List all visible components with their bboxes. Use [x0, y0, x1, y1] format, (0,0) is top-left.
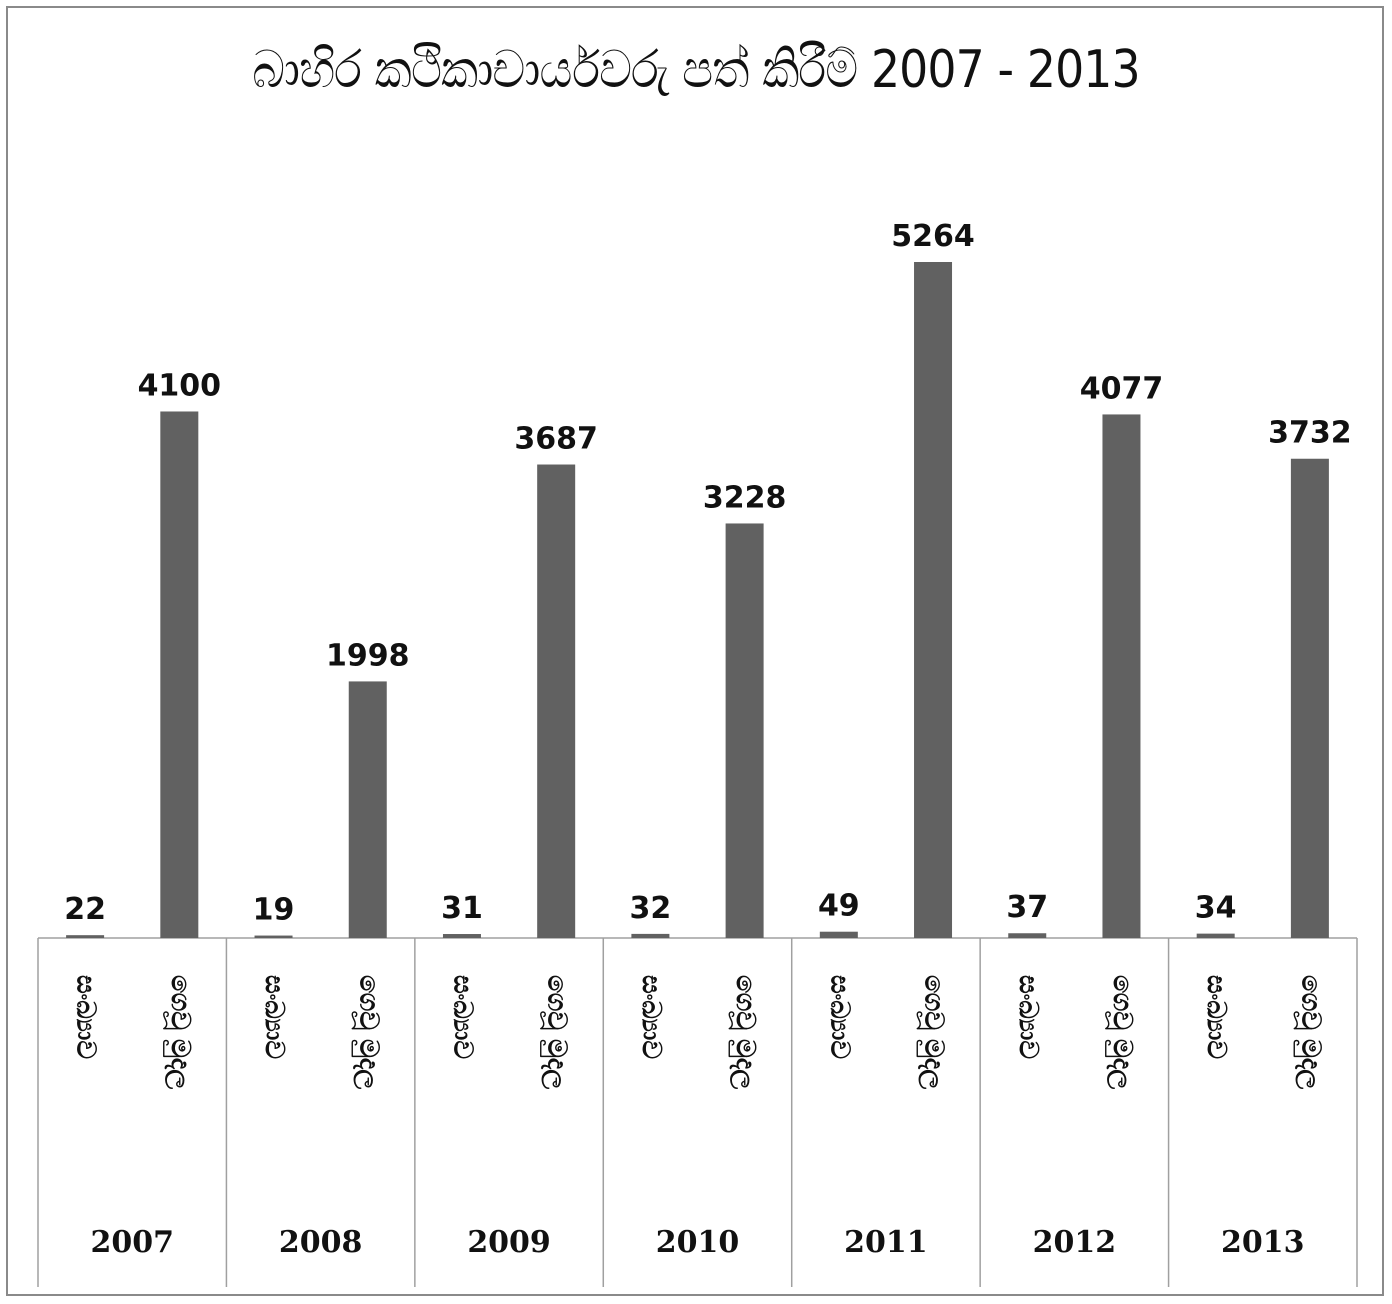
category-tick-label: ගෙවූ මුදල: [1293, 975, 1325, 1089]
data-label: 49: [818, 889, 860, 924]
category-tick-label: සංඛ්‍යාව: [1013, 975, 1043, 1059]
data-label: 1998: [326, 638, 410, 673]
data-label: 3732: [1268, 416, 1352, 451]
category-tick-label: සංඛ්‍යාව: [636, 975, 666, 1059]
category-tick-label: ගෙවූ මුදල: [162, 975, 194, 1089]
bar: [254, 935, 293, 938]
data-label: 34: [1195, 891, 1237, 926]
data-label: 4077: [1080, 371, 1164, 406]
category-tick-label: සංඛ්‍යාව: [71, 975, 101, 1059]
category-tick-label: සංඛ්‍යාව: [1201, 975, 1231, 1059]
category-tick-label: ගෙවූ මුදල: [1105, 975, 1137, 1089]
category-tick-label: සංඛ්‍යාව: [447, 975, 477, 1059]
bar: [537, 464, 576, 938]
data-label: 5264: [891, 219, 975, 254]
bar: [819, 931, 858, 938]
data-label: 31: [441, 891, 483, 926]
chart-frame: [6, 6, 1384, 1296]
category-tick-label: ගෙවූ මුදල: [916, 975, 948, 1089]
bar: [1290, 458, 1329, 938]
group-tick-label: 2013: [1221, 1225, 1305, 1260]
bar: [348, 681, 387, 938]
group-tick-label: 2010: [656, 1225, 740, 1260]
data-label: 3228: [703, 480, 787, 515]
chart-title: බාහිර කථිකාචාර්යවරු පත් කිරීම් 2007 - 20…: [252, 40, 1140, 100]
group-tick-label: 2012: [1033, 1225, 1117, 1260]
group-tick-label: 2007: [90, 1225, 174, 1260]
bar: [725, 523, 764, 938]
data-label: 3687: [514, 422, 598, 457]
group-tick-label: 2009: [467, 1225, 551, 1260]
data-label: 22: [64, 892, 106, 927]
bar: [66, 935, 105, 938]
data-label: 37: [1006, 890, 1048, 925]
bar: [1008, 933, 1047, 938]
data-label: 19: [253, 893, 295, 928]
category-tick-label: සංඛ්‍යාව: [824, 975, 854, 1059]
category-tick-label: ගෙවූ මුදල: [728, 975, 760, 1089]
data-label: 4100: [138, 368, 222, 403]
data-label: 32: [630, 891, 672, 926]
category-tick-label: සංඛ්‍යාව: [259, 975, 289, 1059]
bar: [914, 262, 953, 938]
group-tick-label: 2008: [279, 1225, 363, 1260]
bar: [160, 411, 199, 939]
group-tick-label: 2011: [844, 1225, 928, 1260]
bar: [631, 933, 670, 938]
bar: [1196, 933, 1235, 938]
category-tick-label: ගෙවූ මුදල: [351, 975, 383, 1089]
bar: [442, 934, 481, 938]
bar: [1102, 414, 1141, 938]
category-tick-label: ගෙවූ මුදල: [539, 975, 571, 1089]
